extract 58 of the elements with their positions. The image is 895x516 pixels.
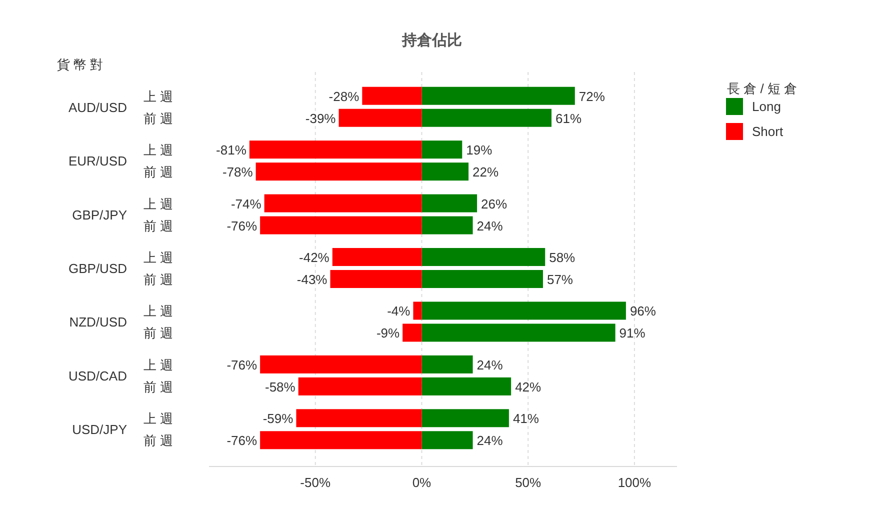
data-label: -28% — [328, 88, 360, 104]
ytick: 前 週 — [143, 326, 173, 341]
legend-label: Long — [752, 99, 781, 114]
group-label: USD/CAD — [68, 368, 127, 384]
data-label: -43% — [296, 272, 328, 287]
data-label: 58% — [549, 250, 576, 265]
data-label: 24% — [476, 357, 503, 372]
title: 持倉佔比 — [402, 32, 462, 49]
group-label: AUD/USD — [68, 100, 127, 115]
data-label: -76% — [226, 433, 258, 448]
xtick: 50% — [515, 475, 542, 490]
data-label: 42% — [515, 379, 542, 394]
group-label: EUR/USD — [68, 154, 127, 169]
data-label: 19% — [466, 142, 492, 158]
ytick: 前 週 — [143, 110, 173, 126]
ytick: 上 週 — [143, 357, 173, 372]
data-label: -74% — [230, 196, 262, 212]
data-label: -76% — [226, 357, 258, 372]
xtick: -50% — [300, 475, 331, 490]
data-label: 24% — [476, 218, 503, 234]
ylabel: 貨 幣 對 — [57, 57, 104, 72]
data-label: -42% — [299, 250, 330, 265]
data-label: 24% — [476, 433, 503, 448]
ytick: 上 週 — [143, 196, 173, 212]
data-label: 41% — [512, 411, 539, 426]
ytick: 前 週 — [143, 379, 173, 394]
data-label: 61% — [556, 110, 582, 126]
data-label: -9% — [376, 326, 400, 341]
data-label: -58% — [264, 379, 296, 394]
data-label: 26% — [481, 196, 508, 212]
ytick: 上 週 — [143, 142, 173, 158]
ytick: 上 週 — [143, 250, 173, 265]
data-label: 72% — [578, 88, 605, 104]
ytick: 上 週 — [143, 88, 173, 104]
data-label: -59% — [262, 411, 294, 426]
data-label: -39% — [305, 110, 336, 126]
ytick: 上 週 — [143, 411, 173, 426]
data-label: 57% — [546, 272, 574, 287]
ytick: 前 週 — [143, 164, 173, 180]
data-label: -4% — [387, 304, 410, 319]
ytick: 前 週 — [143, 433, 173, 448]
ytick: 前 週 — [143, 272, 173, 287]
group-label: GBP/JPY — [72, 207, 127, 222]
data-label: -76% — [226, 218, 258, 234]
data-label: -78% — [222, 164, 253, 180]
legend-label: Short — [752, 124, 784, 139]
xtick: 100% — [618, 475, 652, 490]
group-label: USD/JPY — [72, 422, 127, 438]
data-label: 91% — [619, 326, 646, 341]
group-label: GBP/USD — [68, 261, 127, 276]
xtick: 0% — [412, 475, 432, 490]
data-label: 22% — [472, 164, 499, 180]
ytick: 前 週 — [143, 218, 173, 234]
legend-title: 長 倉 / 短 倉 — [727, 81, 798, 96]
data-label: 96% — [630, 304, 656, 319]
data-label: -81% — [216, 142, 246, 158]
group-label: NZD/USD — [69, 314, 127, 330]
ytick: 上 週 — [143, 304, 173, 319]
